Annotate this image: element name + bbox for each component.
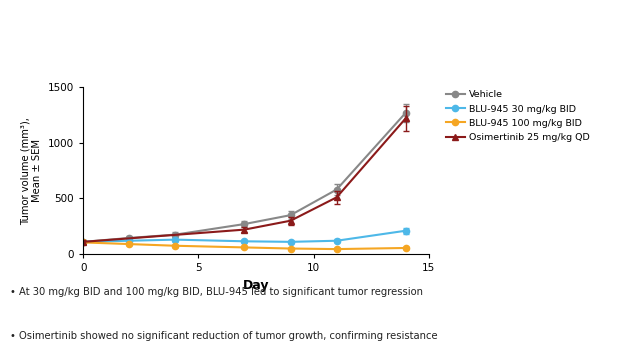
BLU-945 100 mg/kg BID	[333, 247, 340, 251]
Vehicle	[125, 236, 133, 240]
Y-axis label: Tumor volume (mm³),
Mean ± SEM: Tumor volume (mm³), Mean ± SEM	[20, 117, 42, 225]
BLU-945 100 mg/kg BID	[287, 246, 294, 251]
BLU-945 30 mg/kg BID	[125, 238, 133, 243]
Legend: Vehicle, BLU-945 30 mg/kg BID, BLU-945 100 mg/kg BID, Osimertinib 25 mg/kg QD: Vehicle, BLU-945 30 mg/kg BID, BLU-945 1…	[444, 89, 592, 144]
Osimertinib 25 mg/kg QD	[241, 228, 248, 232]
BLU-945 100 mg/kg BID	[402, 246, 410, 250]
BLU-945 30 mg/kg BID	[333, 238, 340, 243]
BLU-945 100 mg/kg BID	[241, 245, 248, 250]
Osimertinib 25 mg/kg QD	[333, 195, 340, 200]
Text: Figure 7: Oral administration of BLU-945 showed significant tumor regression in : Figure 7: Oral administration of BLU-945…	[8, 16, 562, 29]
X-axis label: Day: Day	[243, 279, 269, 292]
Vehicle	[79, 240, 87, 244]
BLU-945 30 mg/kg BID	[172, 237, 179, 242]
BLU-945 100 mg/kg BID	[172, 244, 179, 248]
BLU-945 30 mg/kg BID	[402, 229, 410, 233]
Text: • At 30 mg/kg BID and 100 mg/kg BID, BLU-945 led to significant tumor regression: • At 30 mg/kg BID and 100 mg/kg BID, BLU…	[10, 287, 422, 297]
Osimertinib 25 mg/kg QD	[402, 116, 410, 121]
BLU-945 100 mg/kg BID	[125, 242, 133, 246]
Osimertinib 25 mg/kg QD	[287, 219, 294, 223]
BLU-945 30 mg/kg BID	[287, 240, 294, 244]
BLU-945 30 mg/kg BID	[79, 240, 87, 244]
Vehicle	[402, 111, 410, 115]
Vehicle	[333, 187, 340, 192]
Line: BLU-945 100 mg/kg BID: BLU-945 100 mg/kg BID	[80, 239, 409, 252]
Line: Osimertinib 25 mg/kg QD: Osimertinib 25 mg/kg QD	[80, 115, 409, 245]
Line: BLU-945 30 mg/kg BID: BLU-945 30 mg/kg BID	[80, 228, 409, 245]
BLU-945 30 mg/kg BID	[241, 239, 248, 244]
Text: osimertinib-resistant Ba/F3 CDX (L858R/T790M/C797S) tumor model: osimertinib-resistant Ba/F3 CDX (L858R/T…	[8, 51, 460, 64]
Osimertinib 25 mg/kg QD	[79, 240, 87, 244]
Vehicle	[241, 222, 248, 226]
Text: • Osimertinib showed no significant reduction of tumor growth, confirming resist: • Osimertinib showed no significant redu…	[10, 331, 437, 341]
Vehicle	[172, 232, 179, 237]
BLU-945 100 mg/kg BID	[79, 240, 87, 245]
Vehicle	[287, 213, 294, 217]
Line: Vehicle: Vehicle	[80, 110, 409, 245]
